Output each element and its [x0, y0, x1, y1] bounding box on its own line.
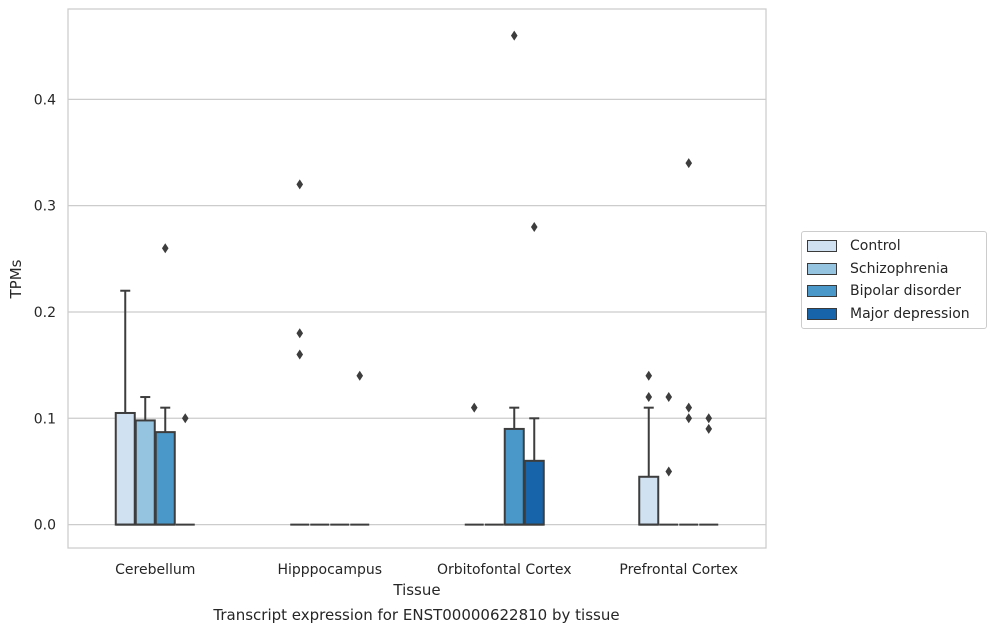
box-group [154, 243, 176, 526]
outlier-point [645, 370, 653, 381]
box [134, 419, 156, 526]
outlier-point [181, 413, 189, 424]
box [154, 431, 176, 526]
legend-label: Bipolar disorder [850, 283, 962, 300]
box [114, 411, 136, 526]
box-group [638, 370, 660, 526]
box-group [659, 392, 679, 526]
x-tick-label: Orbitofontal Cortex [437, 562, 572, 578]
legend-label: Major depression [850, 305, 970, 322]
box [638, 475, 660, 526]
legend-label: Schizophrenia [850, 260, 949, 277]
outlier-point [530, 221, 538, 232]
legend-item: Major depression [802, 303, 986, 326]
outlier-point [705, 413, 713, 424]
outlier-point [665, 392, 673, 403]
y-tick-label: 0.0 [34, 518, 56, 534]
box-group [523, 221, 545, 526]
outlier-point [296, 328, 304, 339]
x-tick-label: Prefrontal Cortex [619, 562, 738, 578]
y-tick-label: 0.2 [34, 305, 56, 321]
y-tick-label: 0.4 [34, 92, 56, 108]
outlier-point [161, 243, 169, 254]
legend-item: Control [802, 235, 986, 258]
legend-swatch [807, 285, 837, 298]
outlier-point [296, 179, 304, 190]
outlier-point [665, 466, 673, 477]
x-axis-label: Tissue [392, 581, 440, 599]
outlier-point [470, 402, 478, 413]
box-group [679, 158, 699, 526]
legend-item: Bipolar disorder [802, 280, 986, 303]
x-tick-label: Cerebellum [115, 562, 195, 578]
outlier-point [705, 423, 713, 434]
y-tick-labels: 0.0 0.1 0.2 0.3 0.4 [34, 92, 56, 533]
legend: Control Schizophrenia Bipolar disorder Majo… [801, 231, 987, 329]
legend-swatch [807, 262, 837, 275]
outlier-point [510, 30, 518, 41]
box [503, 427, 525, 526]
outlier-point [645, 392, 653, 403]
outlier-point [685, 413, 693, 424]
legend-label: Control [850, 238, 901, 255]
box-group [503, 30, 525, 526]
box-group [464, 402, 484, 526]
box-plot-marks [114, 30, 719, 526]
y-axis-label: TPMs [7, 259, 25, 299]
outlier-point [296, 349, 304, 360]
outlier-point [356, 370, 364, 381]
legend-item: Schizophrenia [802, 258, 986, 281]
outlier-point [685, 402, 693, 413]
x-tick-labels: Cerebellum Hipppocampus Orbitofontal Corte… [115, 562, 738, 578]
box-group [350, 370, 370, 526]
legend-swatch [807, 307, 837, 320]
chart-caption: Transcript expression for ENST0000062281… [213, 606, 620, 624]
box-group [175, 413, 195, 526]
legend-swatch [807, 240, 837, 253]
y-tick-label: 0.1 [34, 411, 56, 427]
box-group [290, 179, 310, 526]
outlier-point [685, 158, 693, 169]
box-group [699, 413, 719, 526]
box [523, 459, 545, 526]
x-tick-label: Hipppocampus [277, 562, 382, 578]
y-tick-label: 0.3 [34, 199, 56, 215]
